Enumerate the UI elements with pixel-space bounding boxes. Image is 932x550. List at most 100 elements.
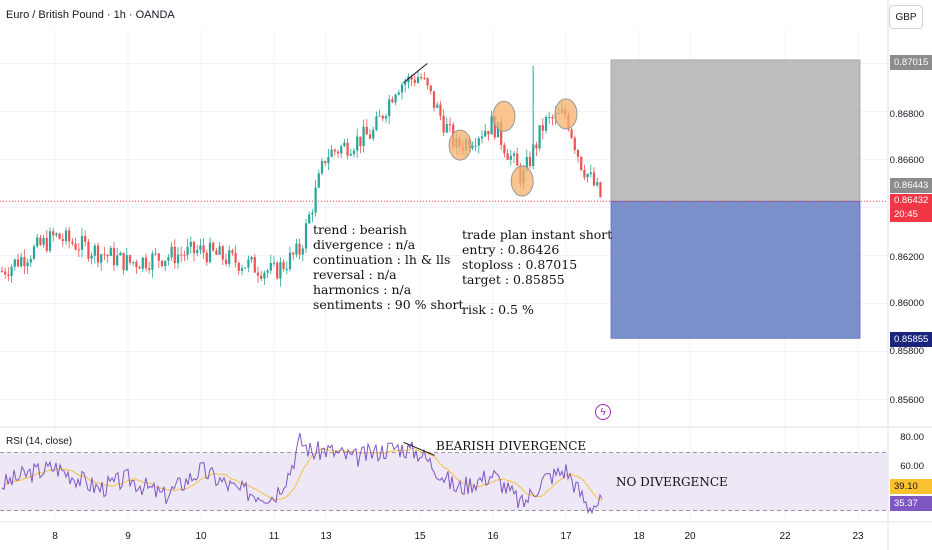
candle-body — [368, 134, 372, 139]
candle-body — [349, 154, 352, 156]
currency-button[interactable]: GBP — [889, 5, 923, 29]
candle-body — [596, 182, 599, 186]
highlight-circle — [448, 129, 472, 161]
candle-body — [61, 239, 64, 242]
candle-body — [576, 150, 580, 157]
candle-body — [231, 250, 234, 253]
candle-body — [378, 115, 381, 117]
candle-body — [272, 262, 276, 264]
symbol-title[interactable]: Euro / British Pound · 1h · OANDA — [6, 9, 175, 21]
candle-body — [29, 258, 32, 263]
candle-body — [93, 245, 96, 256]
candle-body — [362, 126, 365, 147]
candle-body — [356, 136, 359, 151]
candle-body — [388, 99, 391, 117]
candle-body — [512, 153, 516, 156]
highlight-circle — [554, 98, 578, 130]
candle-body — [74, 243, 77, 250]
candle-body — [266, 270, 269, 273]
y-tick: 0.86600 — [889, 155, 924, 166]
candle-body — [285, 269, 288, 271]
x-tick: 18 — [633, 531, 645, 542]
candle-body — [314, 187, 317, 213]
rsi-line — [1, 432, 603, 515]
candle-body — [487, 130, 490, 135]
candle-body — [122, 252, 125, 271]
candle-body — [397, 92, 400, 95]
candle-body — [205, 252, 208, 263]
candle-body — [141, 257, 144, 269]
rsi-tick: 80.00 — [900, 432, 924, 443]
candle-body — [64, 230, 68, 242]
candle-body — [23, 257, 26, 267]
candle-body — [80, 235, 84, 250]
candle-body — [100, 254, 103, 263]
candle-body — [336, 151, 340, 154]
candle-body — [96, 245, 100, 263]
stoploss-zone — [610, 59, 861, 202]
candle-body — [250, 257, 253, 260]
candle-body — [352, 150, 356, 155]
y-tick: 0.86800 — [889, 109, 924, 120]
candle-body — [68, 230, 71, 242]
y-tick: 0.85800 — [889, 346, 924, 357]
candle-body — [304, 223, 308, 249]
candle-body — [58, 233, 61, 240]
candle-body — [381, 115, 384, 119]
candle-body — [506, 153, 509, 160]
candle-body — [173, 246, 176, 264]
candle-body — [343, 142, 346, 147]
target-zone — [610, 200, 861, 339]
candle-body — [256, 272, 260, 276]
candle-body — [420, 77, 423, 79]
candle-body — [503, 144, 506, 154]
candle-body — [240, 268, 244, 271]
candle-body — [119, 252, 122, 256]
candle-body — [292, 252, 295, 255]
candle-body — [528, 156, 532, 167]
candle-body — [183, 254, 186, 256]
candle-body — [416, 77, 420, 83]
candle-body — [218, 246, 221, 255]
candle-body — [516, 153, 519, 166]
candle-body — [263, 272, 266, 279]
candle-body — [484, 130, 487, 137]
candle-body — [340, 146, 343, 154]
candle-body — [407, 76, 410, 83]
candle-body — [599, 182, 602, 197]
candle-body — [493, 116, 496, 138]
candle-body — [279, 262, 282, 279]
candle-body — [448, 124, 452, 126]
candle-body — [541, 125, 544, 131]
candle-body — [154, 253, 157, 255]
candle-body — [7, 274, 10, 277]
candle-body — [509, 155, 512, 160]
candle-body — [592, 172, 596, 186]
candle-body — [346, 142, 349, 156]
x-tick: 22 — [779, 531, 791, 542]
last-price-badge: 0.86432 — [890, 194, 932, 208]
candle-body — [112, 247, 116, 266]
candle-body — [551, 116, 554, 119]
candle-body — [109, 247, 112, 256]
analysis-note: trend : bearish divergence : n/a continu… — [313, 222, 464, 312]
candle-body — [247, 259, 250, 268]
x-tick: 15 — [414, 531, 426, 542]
candle-body — [477, 138, 480, 146]
stoploss-price-badge: 0.87015 — [890, 55, 932, 70]
candle-body — [269, 262, 272, 271]
candle-body — [480, 136, 484, 139]
candle-body — [199, 245, 202, 251]
candle-body — [288, 252, 292, 270]
rsi-title[interactable]: RSI (14, close) — [6, 436, 73, 447]
flash-icon[interactable]: ϟ — [595, 404, 611, 420]
candle-body — [196, 250, 199, 254]
candle-body — [295, 243, 298, 255]
candle-body — [573, 137, 576, 151]
candle-body — [535, 144, 538, 149]
candle-body — [237, 262, 240, 271]
candle-body — [208, 242, 212, 263]
candle-body — [32, 246, 36, 259]
target-price-badge: 0.85855 — [890, 332, 932, 347]
candle-body — [496, 122, 500, 138]
